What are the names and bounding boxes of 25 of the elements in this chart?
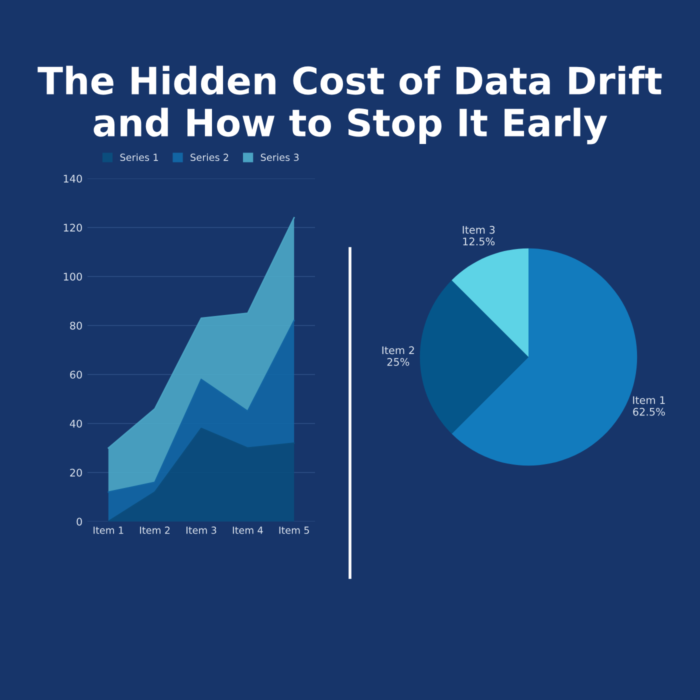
- x-tick-label: Item 1: [94, 526, 124, 534]
- data-label: 62.5%: [633, 408, 665, 416]
- y-tick-label: 40: [70, 420, 82, 428]
- x-tick-label: Item 5: [279, 526, 309, 534]
- y-tick-label: 120: [64, 224, 82, 232]
- y-tick-label: 20: [70, 468, 82, 477]
- y-tick-label: 0: [76, 518, 82, 526]
- legend-label: Series 1: [120, 153, 158, 162]
- legend-label: Series 2: [190, 153, 228, 162]
- pie-slice: [420, 280, 528, 434]
- y-tick-label: 80: [70, 322, 82, 330]
- y-tick-label: 140: [64, 174, 82, 183]
- data-label: 12.5%: [463, 238, 495, 246]
- pie-slice: [452, 248, 528, 357]
- slice-label: Item 2: [382, 346, 414, 354]
- x-tick-label: Item 3: [186, 526, 216, 534]
- x-tick-label: Item 4: [232, 526, 263, 534]
- chart-title: The Hidden Cost of Data Drift and How to Stop It Early: [38, 66, 662, 144]
- data-label: 25%: [387, 358, 410, 366]
- legend-label: Series 3: [260, 153, 299, 162]
- y-tick-label: 100: [64, 272, 82, 281]
- slice-label: Item 1: [633, 396, 665, 404]
- y-tick-label: 60: [70, 370, 82, 379]
- x-tick-label: Item 2: [140, 526, 170, 534]
- slice-label: Item 3: [462, 226, 495, 234]
